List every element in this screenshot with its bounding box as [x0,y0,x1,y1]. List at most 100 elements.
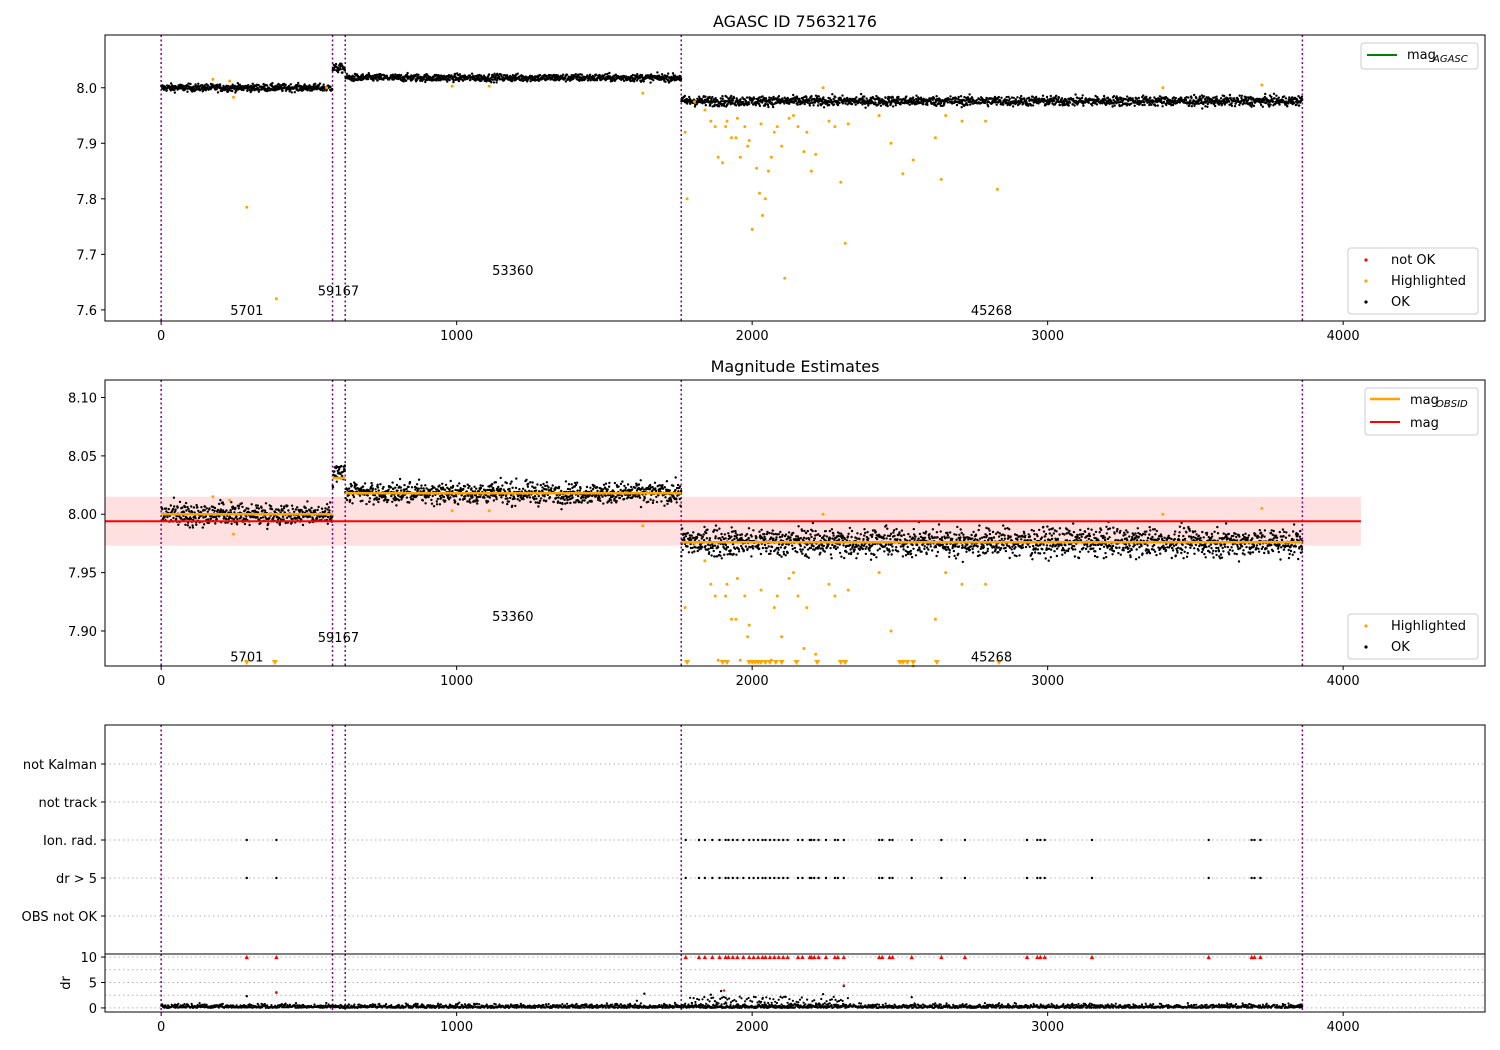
ok-point [688,95,691,99]
ok-point [619,488,622,492]
ok-point [1193,93,1196,97]
ok-point [203,505,207,508]
highlighted-point [721,161,725,165]
ok-point [1273,97,1276,100]
highlighted-point [911,158,915,162]
ok-point [591,487,595,491]
highlighted-point [232,95,235,99]
ok-point [539,483,542,487]
ok-point [655,500,659,504]
ok-point [767,105,770,109]
highlighted-point [228,79,232,83]
ok-point [314,82,317,86]
ok-point [623,489,627,492]
ok-point [240,502,243,505]
ok-point [529,80,532,83]
ok-point [316,508,319,512]
highlighted-point [755,166,759,170]
ok-point [290,91,293,94]
ok-point [808,99,811,103]
ok-point [509,482,512,485]
ok-point [350,484,353,487]
ok-point [422,487,425,490]
ok-point [638,496,642,499]
ok-point [235,89,238,93]
ok-point [865,97,868,100]
ok-point [296,506,299,509]
ok-point [189,517,193,521]
ok-point [187,507,190,511]
ok-point [1189,99,1192,102]
ok-point [265,84,269,87]
ok-point [491,482,494,486]
ok-point [387,498,390,502]
ok-point [203,509,206,512]
ok-point [637,483,641,486]
ok-point [169,504,172,507]
ok-point [510,80,514,83]
legend-highlighted-label: Highlighted [1391,274,1466,289]
ok-point [766,103,770,107]
ok-point [365,502,368,506]
ok-point [545,481,549,484]
ok-point [231,89,234,93]
ok-point [538,501,541,505]
ok-point [451,489,454,493]
ok-point [711,95,714,99]
ok-point [445,78,448,82]
ok-point [626,483,630,486]
y-tick-label: 7.6 [76,304,97,319]
ok-point [214,522,217,525]
ok-point [454,72,457,76]
ok-point [714,97,717,100]
ok-point [391,481,394,484]
ok-point [598,73,601,77]
ok-point [424,78,427,82]
ok-point [548,75,551,79]
ok-point [328,509,331,512]
ok-point [1053,99,1056,103]
ok-point [541,77,544,81]
ok-point [1271,100,1275,103]
ok-point [1264,92,1267,96]
ok-point [664,80,667,83]
ok-point [717,105,721,108]
ok-point [678,74,681,78]
highlighted-point [843,241,847,245]
panel-1-title: AGASC ID 75632176 [713,12,877,31]
ok-point [1191,102,1195,105]
ok-point [424,502,427,505]
ok-point [186,524,189,527]
ok-point [1156,104,1160,107]
highlighted-point [245,205,249,209]
ok-point [719,97,722,100]
ok-point [960,106,963,109]
ok-point [391,500,394,503]
ok-point [358,494,362,497]
ok-point [310,506,313,510]
legend-ok-label: OK [1391,295,1410,310]
ok-point [464,495,467,498]
ok-point [191,526,195,529]
ok-point [482,74,486,77]
ok-point [200,84,204,87]
ok-point [730,94,733,98]
ok-point [495,497,498,501]
ok-point [379,75,383,79]
ok-point [638,77,641,80]
ok-point [506,497,509,500]
ok-point [242,88,245,92]
ok-point [200,506,203,509]
ok-point [468,74,471,77]
ok-point [186,87,189,91]
ok-point [617,485,620,488]
ok-point [377,497,381,501]
ok-point [331,486,335,489]
ok-point [301,523,305,527]
ok-point [1252,104,1256,108]
ok-point [570,74,573,77]
ok-point [891,105,895,108]
ok-point [411,498,415,501]
ok-point [908,103,911,107]
ok-point [879,104,883,108]
